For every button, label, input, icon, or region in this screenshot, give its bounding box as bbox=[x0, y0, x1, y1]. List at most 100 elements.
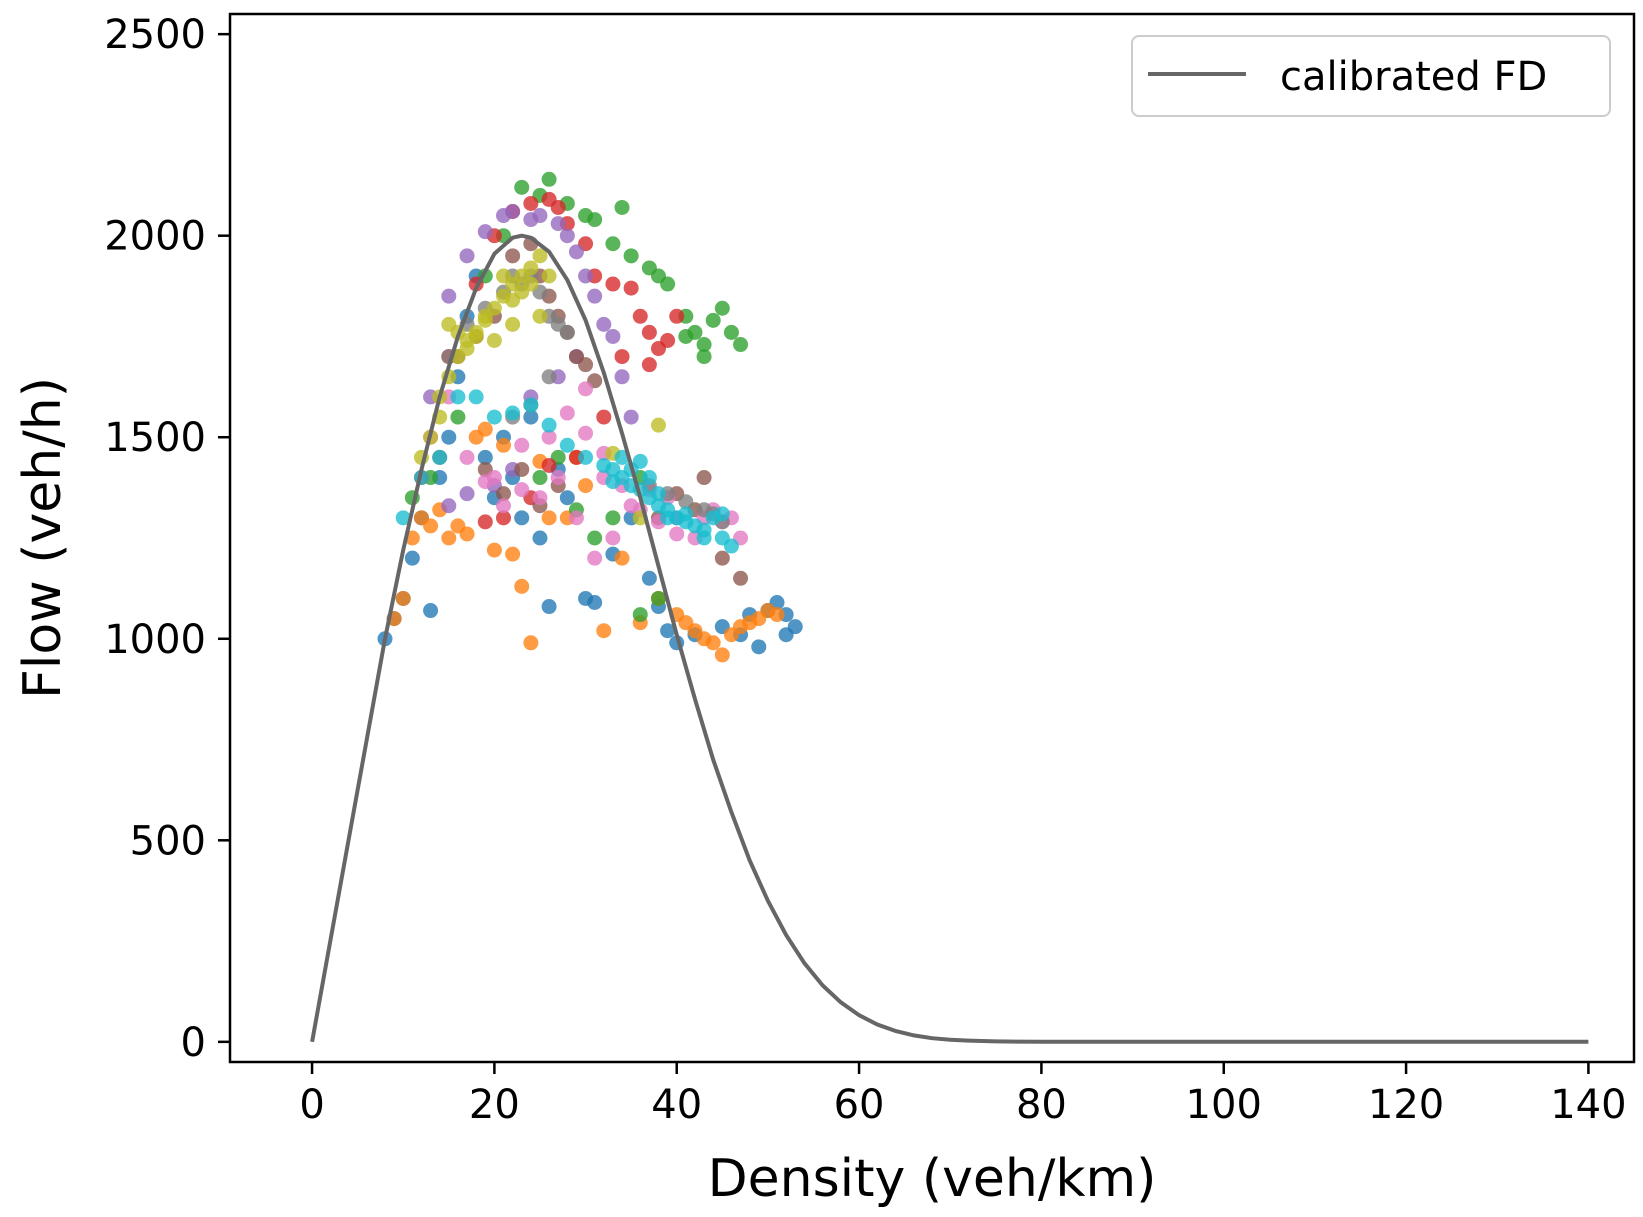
scatter-point bbox=[696, 337, 712, 353]
scatter-point bbox=[541, 457, 557, 473]
scatter-point bbox=[477, 224, 493, 240]
scatter-point bbox=[578, 268, 594, 284]
scatter-point bbox=[578, 449, 594, 465]
scatter-point bbox=[532, 530, 548, 546]
scatter-point bbox=[568, 510, 584, 526]
scatter-point bbox=[486, 409, 502, 425]
scatter-point bbox=[587, 530, 603, 546]
scatter-point bbox=[541, 171, 557, 187]
scatter-point bbox=[477, 474, 493, 490]
plot-frame bbox=[228, 12, 1636, 1064]
scatter-point bbox=[523, 195, 539, 211]
scatter-point bbox=[505, 405, 521, 421]
scatter-point bbox=[778, 627, 794, 643]
scatter-point bbox=[660, 276, 676, 292]
scatter-point bbox=[496, 437, 512, 453]
scatter-point bbox=[532, 490, 548, 506]
scatter-point bbox=[605, 530, 621, 546]
scatter-point bbox=[486, 332, 502, 348]
y-tick-label-1000: 1000 bbox=[104, 617, 206, 663]
scatter-point bbox=[669, 308, 685, 324]
plot-background bbox=[230, 14, 1634, 1062]
legend: calibrated FD bbox=[1131, 35, 1611, 117]
scatter-point bbox=[432, 449, 448, 465]
scatter-point bbox=[723, 324, 739, 340]
scatter-point bbox=[650, 590, 666, 606]
fd-curve-line bbox=[310, 233, 1589, 1044]
scatter-point bbox=[423, 518, 439, 534]
scatter-point bbox=[660, 510, 676, 526]
scatter-point bbox=[614, 369, 630, 385]
scatter-point bbox=[705, 635, 721, 651]
scatter-point bbox=[596, 409, 612, 425]
scatter-point bbox=[568, 244, 584, 260]
scatter-point bbox=[596, 623, 612, 639]
scatter-point bbox=[733, 570, 749, 586]
scatter-point bbox=[395, 590, 411, 606]
x-tick-label-60: 60 bbox=[834, 1082, 885, 1128]
scatter-point bbox=[441, 530, 457, 546]
scatter-point bbox=[459, 486, 475, 502]
legend-box bbox=[1131, 35, 1611, 117]
scatter-point bbox=[486, 300, 502, 316]
scatter-point bbox=[496, 510, 512, 526]
scatter-point bbox=[550, 470, 566, 486]
scatter-point bbox=[714, 647, 730, 663]
scatter-point bbox=[423, 603, 439, 619]
scatter-point bbox=[441, 498, 457, 514]
scatter-point bbox=[650, 486, 666, 502]
scatter-point bbox=[714, 506, 730, 522]
scatter-series-2 bbox=[386, 421, 785, 663]
x-axis-label: Density (veh/km) bbox=[708, 1149, 1157, 1209]
scatter-point bbox=[614, 349, 630, 365]
x-tick-label-80: 80 bbox=[1016, 1082, 1067, 1128]
legend-label-calibrated-fd: calibrated FD bbox=[1280, 54, 1547, 100]
scatter-point bbox=[605, 474, 621, 490]
scatter-point bbox=[468, 389, 484, 405]
scatter-point bbox=[541, 417, 557, 433]
scatter-point bbox=[450, 409, 466, 425]
scatter-point bbox=[641, 570, 657, 586]
scatter-point bbox=[578, 425, 594, 441]
scatter-point bbox=[505, 292, 521, 308]
scatter-point bbox=[623, 498, 639, 514]
scatter-point bbox=[751, 639, 767, 655]
scatter-point bbox=[559, 490, 575, 506]
scatter-point bbox=[614, 550, 630, 566]
scatter-point bbox=[559, 437, 575, 453]
y-tick-label-0: 0 bbox=[181, 1020, 206, 1066]
scatter-point bbox=[605, 236, 621, 252]
scatter-point bbox=[587, 288, 603, 304]
scatter-point bbox=[578, 357, 594, 373]
scatter-point bbox=[532, 208, 548, 224]
scatter-point bbox=[550, 216, 566, 232]
scatter-point bbox=[632, 308, 648, 324]
scatter-point bbox=[514, 482, 530, 498]
x-tick-label-40: 40 bbox=[651, 1082, 702, 1128]
scatter-point bbox=[541, 510, 557, 526]
x-tick-label-140: 140 bbox=[1550, 1082, 1626, 1128]
scatter-point bbox=[605, 328, 621, 344]
scatter-point bbox=[395, 510, 411, 526]
scatter-point bbox=[705, 312, 721, 328]
scatter-point bbox=[559, 405, 575, 421]
scatter-point bbox=[769, 607, 785, 623]
scatter-point bbox=[541, 429, 557, 445]
scatter-series-9 bbox=[413, 248, 666, 526]
y-tick-label-2500: 2500 bbox=[104, 12, 206, 58]
scatter-point bbox=[541, 268, 557, 284]
scatter-point bbox=[605, 276, 621, 292]
scatter-point bbox=[678, 328, 694, 344]
y-axis: 0 500 1000 1500 2000 2500 bbox=[104, 12, 230, 1066]
scatter-point bbox=[660, 332, 676, 348]
scatter-point bbox=[641, 470, 657, 486]
scatter-point bbox=[641, 357, 657, 373]
scatter-point bbox=[623, 280, 639, 296]
scatter-point bbox=[505, 248, 521, 264]
scatter-point bbox=[477, 421, 493, 437]
scatter-point bbox=[514, 510, 530, 526]
scatter-point bbox=[587, 594, 603, 610]
curve-layer bbox=[310, 233, 1589, 1044]
scatter-point bbox=[505, 316, 521, 332]
scatter-point bbox=[669, 526, 685, 542]
